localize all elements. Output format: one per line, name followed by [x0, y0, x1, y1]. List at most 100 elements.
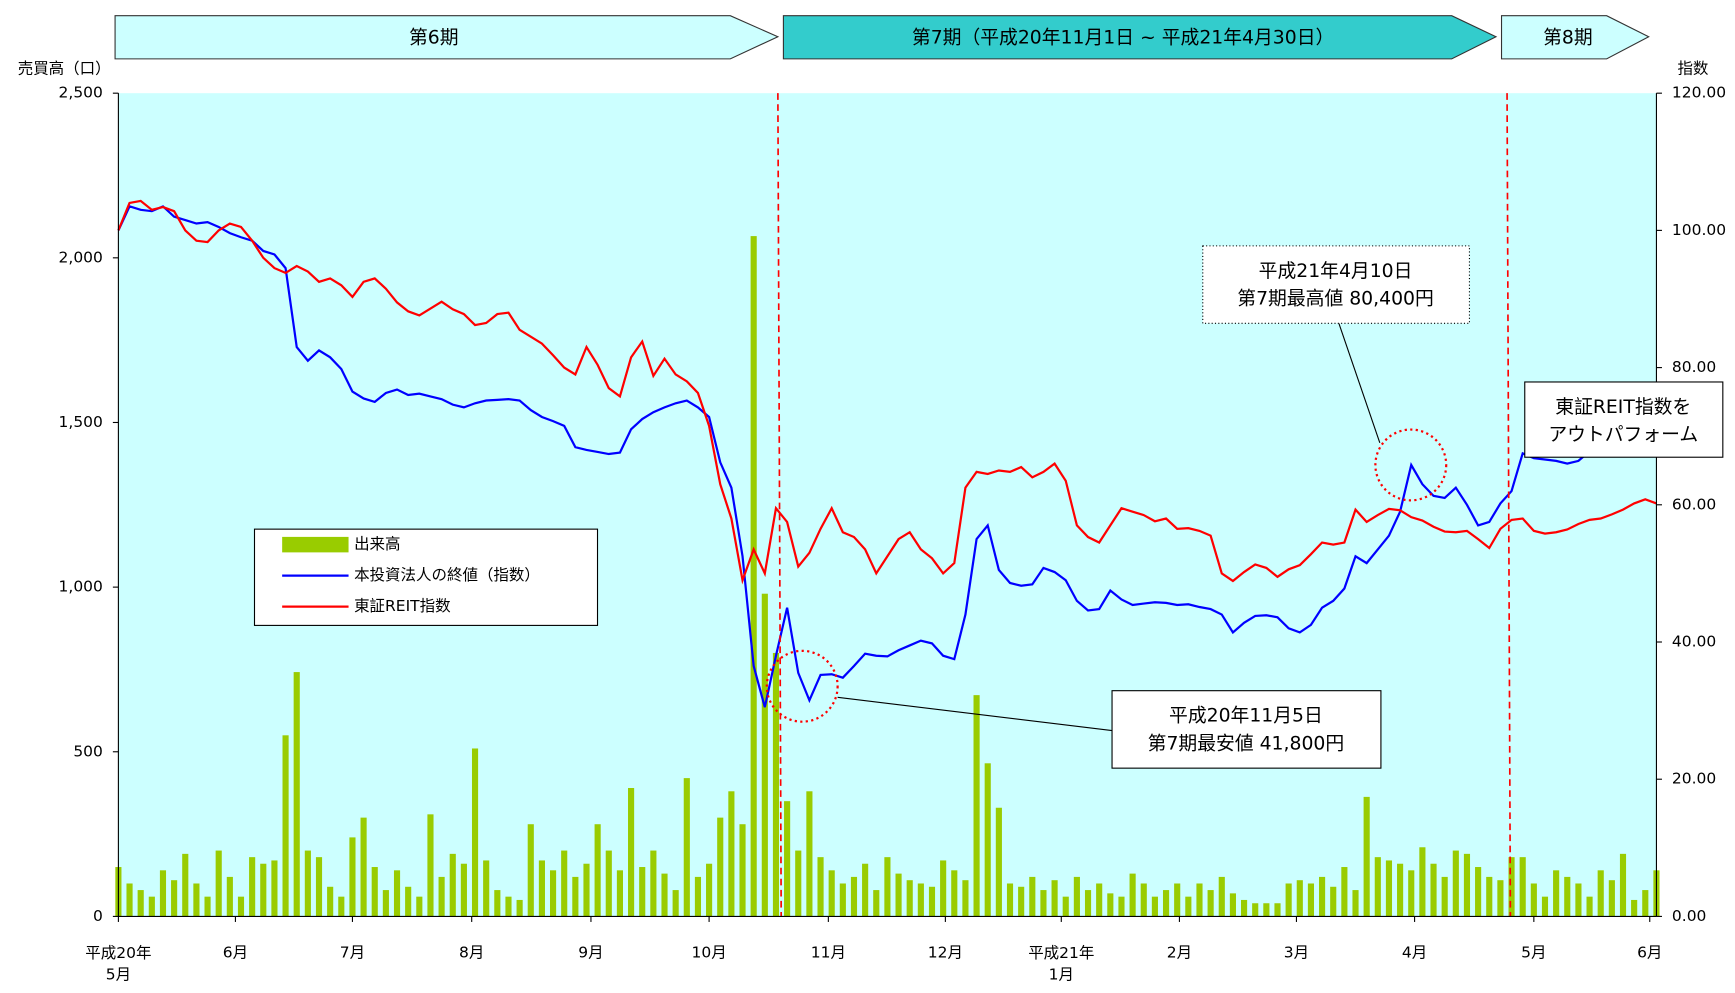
volume-bar	[438, 876, 445, 917]
volume-bar	[327, 886, 334, 917]
y2-tick-label: 40.00	[1672, 633, 1716, 651]
volume-bar	[1218, 876, 1225, 917]
volume-bar	[1062, 896, 1069, 917]
volume-bar	[549, 870, 557, 917]
volume-bar	[148, 896, 155, 917]
volume-bar	[1018, 886, 1025, 917]
volume-bar	[1608, 880, 1615, 917]
x-tick-label: 6月	[223, 943, 248, 961]
volume-bar	[806, 791, 813, 917]
volume-bar	[761, 593, 768, 917]
volume-bar	[1441, 876, 1448, 917]
volume-bar	[884, 857, 891, 917]
volume-bar	[1040, 890, 1047, 917]
x-tick-label: 10月	[691, 943, 726, 961]
volume-bar	[951, 870, 958, 917]
annotation: 第7期最高値 80,400円	[1237, 287, 1434, 309]
volume-bar	[1519, 857, 1526, 917]
volume-bar	[226, 876, 233, 917]
volume-bar	[583, 863, 590, 917]
volume-bar	[717, 817, 724, 917]
volume-bar	[628, 787, 635, 917]
volume-bar	[1174, 883, 1181, 917]
x-tick-label: 平成21年 1月	[1028, 943, 1094, 983]
volume-bar	[772, 652, 780, 917]
volume-bar	[1575, 883, 1582, 917]
x-tick-label: 9月	[578, 943, 603, 961]
volume-bar	[605, 850, 612, 917]
volume-bar	[393, 870, 401, 917]
volume-bar	[1051, 880, 1058, 917]
volume-bar	[193, 883, 200, 917]
callout-line	[1338, 323, 1381, 444]
volume-bar	[839, 883, 846, 917]
volume-bar	[338, 896, 345, 917]
volume-bar	[728, 791, 735, 917]
period-banner	[1500, 15, 1650, 60]
volume-bar	[505, 896, 512, 917]
volume-bar	[1196, 883, 1203, 917]
volume-bar	[1029, 876, 1036, 917]
volume-bar	[1296, 880, 1303, 917]
volume-bar	[460, 863, 467, 917]
volume-bar	[1508, 857, 1515, 917]
period-banner	[782, 15, 1498, 60]
volume-bar	[1118, 896, 1125, 917]
y2-axis-title: 指数	[1677, 59, 1708, 77]
volume-bar	[1486, 876, 1493, 917]
volume-bar	[360, 817, 367, 917]
volume-bar	[1363, 796, 1370, 917]
volume-bar	[1452, 850, 1459, 917]
y2-tick-label: 80.00	[1672, 358, 1716, 376]
volume-bar	[137, 890, 144, 917]
volume-bar	[449, 853, 456, 917]
volume-bar	[1129, 873, 1136, 917]
y-tick-label: 1,000	[59, 578, 103, 596]
x-tick-label: 4月	[1402, 943, 1427, 961]
period-banner	[114, 15, 780, 60]
volume-bar	[483, 860, 490, 917]
x-tick-label: 5月	[1521, 943, 1546, 961]
volume-bar	[1619, 853, 1627, 917]
volume-bar	[795, 850, 802, 917]
volume-bar	[1631, 899, 1638, 917]
y2-tick-label: 100.00	[1672, 221, 1726, 239]
volume-bar	[917, 883, 924, 917]
y2-tick-label: 20.00	[1672, 770, 1716, 788]
volume-bar	[527, 824, 534, 917]
y-tick-label: 2,500	[59, 84, 103, 102]
volume-bar	[1385, 860, 1393, 917]
volume-bar	[1151, 896, 1158, 917]
annotation: 東証REIT指数を	[1555, 396, 1691, 418]
volume-bar	[1463, 853, 1471, 917]
y2-tick-label: 120.00	[1672, 84, 1726, 102]
volume-bar	[1352, 890, 1359, 917]
x-tick-label: 12月	[928, 943, 963, 961]
callout-line	[837, 696, 1113, 732]
period-label: 第6期	[409, 26, 459, 48]
index-line	[117, 199, 1657, 585]
volume-bar	[895, 873, 902, 917]
volume-bar	[1341, 867, 1348, 917]
period-divider	[1506, 93, 1512, 917]
volume-bar	[594, 824, 601, 917]
volume-bar	[906, 880, 913, 917]
volume-bar	[315, 857, 323, 917]
volume-bar	[817, 857, 824, 917]
volume-bar	[249, 857, 256, 917]
volume-bar	[538, 860, 545, 917]
period-label: 第8期	[1543, 26, 1593, 48]
volume-bar	[850, 876, 858, 917]
legend-swatch	[282, 536, 349, 553]
annotation: 平成21年4月10日	[1259, 260, 1413, 282]
volume-bar	[1263, 903, 1270, 917]
volume-bar	[650, 850, 657, 917]
y-tick-label: 0	[93, 907, 103, 925]
volume-bar	[995, 807, 1002, 917]
x-tick-label: 2月	[1167, 943, 1192, 961]
volume-bar	[750, 236, 757, 917]
volume-bar	[683, 778, 690, 917]
volume-bar	[561, 850, 568, 917]
volume-bar	[1207, 890, 1214, 917]
